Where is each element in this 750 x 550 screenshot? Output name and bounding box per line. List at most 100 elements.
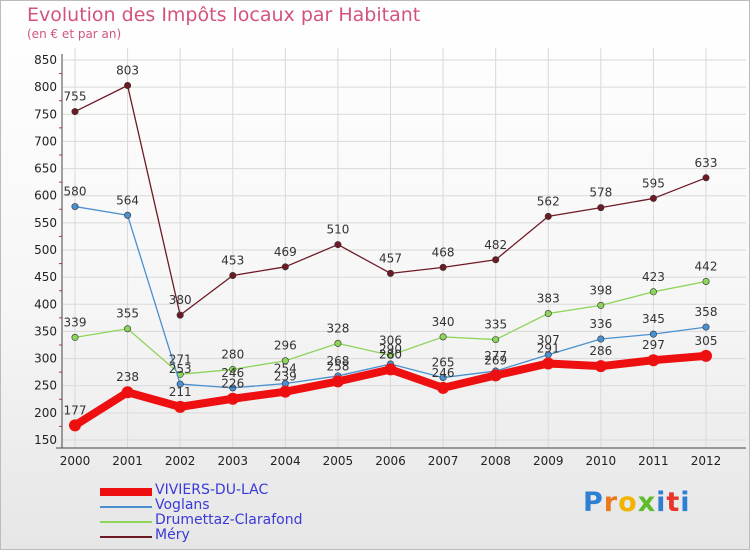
data-point (71, 333, 79, 341)
data-label: 239 (274, 370, 297, 384)
data-point (544, 310, 552, 318)
x-tick-label: 2002 (165, 454, 196, 468)
data-point (279, 385, 292, 398)
logo-letter: i (680, 487, 691, 518)
logo-letter: P (583, 487, 604, 518)
x-tick-label: 2007 (428, 454, 459, 468)
data-point (649, 194, 657, 202)
data-label: 271 (169, 352, 192, 366)
data-label: 335 (484, 318, 507, 332)
data-point (334, 339, 342, 347)
data-label: 564 (116, 193, 139, 207)
data-label: 297 (642, 338, 665, 352)
x-tick-label: 2008 (480, 454, 511, 468)
proxiti-logo: Proxiti (583, 487, 691, 518)
data-label: 398 (589, 283, 612, 297)
y-tick-label: 700 (34, 134, 57, 148)
legend-swatch (100, 536, 152, 538)
data-label: 265 (432, 356, 455, 370)
data-label: 307 (537, 333, 560, 347)
data-label: 457 (379, 251, 402, 265)
data-label: 226 (221, 377, 244, 391)
data-label: 355 (116, 307, 139, 321)
y-tick-label: 750 (34, 107, 57, 121)
data-point (649, 330, 657, 338)
data-label: 562 (537, 194, 560, 208)
x-tick-label: 2006 (375, 454, 406, 468)
data-point (69, 419, 81, 432)
data-point (542, 357, 555, 370)
data-point (174, 400, 187, 413)
data-point (281, 263, 289, 271)
data-label: 380 (169, 293, 192, 307)
data-point (124, 211, 132, 219)
data-label: 238 (116, 370, 139, 384)
x-tick-label: 2011 (638, 454, 669, 468)
y-tick-label: 600 (34, 189, 57, 203)
data-point (544, 212, 552, 220)
y-tick-label: 550 (34, 216, 57, 230)
data-label: 580 (64, 185, 87, 199)
data-label: 246 (432, 366, 455, 380)
data-labels: 755 803 380 453 469 510 457 468 482 562 578 595 633 3… (64, 64, 718, 418)
data-label: 578 (589, 186, 612, 200)
data-point (700, 349, 712, 362)
y-tick-label: 200 (34, 406, 57, 420)
data-point (384, 363, 397, 376)
data-label: 469 (274, 245, 297, 259)
data-point (439, 333, 447, 341)
data-label: 296 (274, 339, 297, 353)
data-label: 803 (116, 64, 139, 78)
data-label: 340 (432, 315, 455, 329)
data-point (331, 375, 344, 388)
legend-swatch (100, 521, 152, 523)
data-label: 633 (695, 156, 718, 170)
data-point (386, 269, 394, 277)
data-point (702, 174, 710, 182)
x-tick-label: 2010 (586, 454, 617, 468)
y-tick-label: 400 (34, 297, 57, 311)
logo-letter: i (656, 487, 667, 518)
x-tick-label: 2005 (323, 454, 354, 468)
data-label: 254 (274, 362, 297, 376)
data-point (702, 323, 710, 331)
data-label: 595 (642, 176, 665, 190)
data-label: 383 (537, 292, 560, 306)
data-point (71, 203, 79, 211)
data-label: 277 (484, 349, 507, 363)
data-point (437, 381, 450, 394)
data-label: 755 (64, 90, 87, 104)
y-tick-label: 250 (34, 379, 57, 393)
data-label: 253 (169, 362, 192, 376)
data-point (439, 263, 447, 271)
chart-subtitle: (en € et par an) (27, 27, 122, 41)
data-label: 358 (695, 305, 718, 319)
data-label: 286 (589, 344, 612, 358)
y-tick-label: 500 (34, 243, 57, 257)
data-point (492, 256, 500, 264)
data-point (71, 108, 79, 116)
data-point (649, 288, 657, 296)
y-tick-label: 150 (34, 433, 57, 447)
data-point (226, 392, 239, 405)
data-point (124, 325, 132, 333)
legend-label: VIVIERS-DU-LAC (155, 482, 269, 498)
data-label: 177 (64, 403, 87, 417)
legend-label: Méry (155, 527, 190, 543)
data-label: 453 (221, 254, 244, 268)
data-label: 268 (326, 354, 349, 368)
x-tick-label: 2012 (691, 454, 722, 468)
data-label: 339 (64, 315, 87, 329)
legend-label: Drumettaz-Clarafond (155, 512, 303, 528)
logo-letter: t (666, 487, 681, 518)
data-point (334, 241, 342, 249)
x-tick-label: 2004 (270, 454, 301, 468)
data-label: 423 (642, 270, 665, 284)
data-label: 336 (589, 317, 612, 331)
data-label: 305 (695, 334, 718, 348)
logo-letter: x (637, 487, 657, 518)
data-label: 328 (326, 321, 349, 335)
data-point (597, 301, 605, 309)
